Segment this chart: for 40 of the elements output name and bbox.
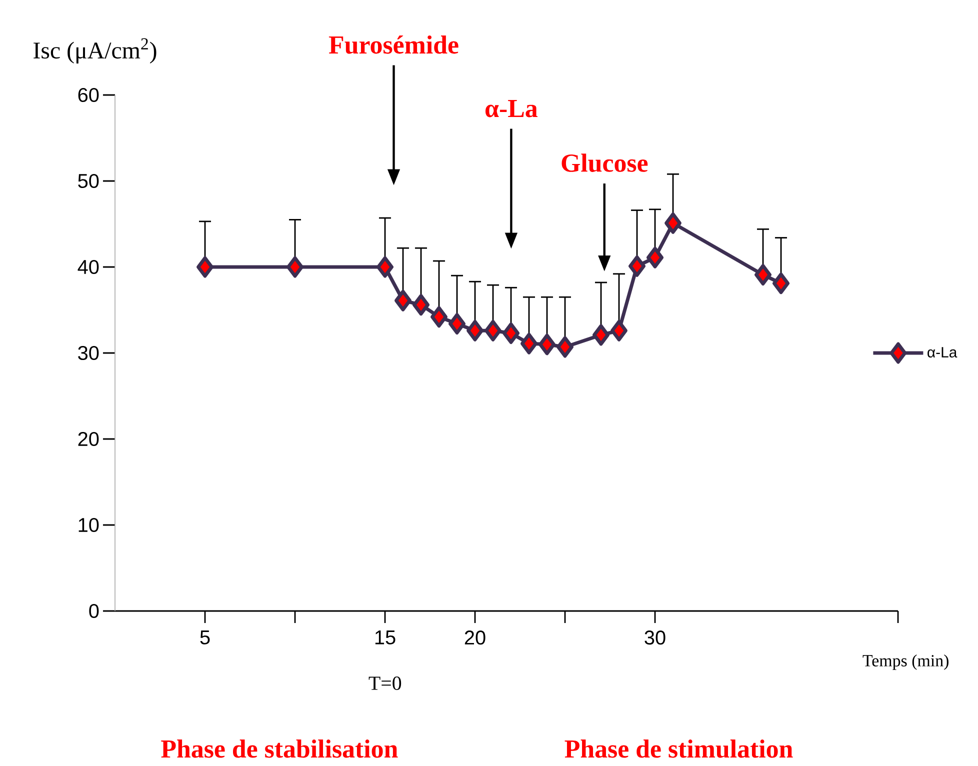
x-axis-title: Temps (min): [862, 654, 948, 670]
point: [754, 264, 772, 286]
point: [376, 256, 394, 278]
point: [556, 336, 574, 358]
point: [412, 294, 430, 316]
y-tick-label: 20: [78, 432, 99, 446]
y-axis-title: Isc (μA/cm$^{2}$): [34, 38, 156, 64]
point: [520, 332, 538, 354]
y-tick-label: 40: [78, 260, 99, 274]
point: [628, 255, 646, 277]
annotation: Glucose: [562, 154, 648, 172]
annotation: α-La: [485, 100, 538, 118]
x-tick-label: 30: [644, 630, 666, 645]
point: [664, 212, 682, 234]
legend-label: α-La: [928, 347, 958, 358]
point: [394, 290, 412, 312]
y-tick-label: 0: [89, 604, 99, 618]
point: [466, 320, 484, 342]
point: [646, 246, 664, 268]
text: T=0: [368, 676, 402, 690]
point: [538, 334, 556, 356]
x-tick-label: 20: [464, 630, 486, 645]
point: [502, 322, 520, 344]
point: [430, 306, 448, 328]
text: Phase de stabilisation: [161, 740, 398, 758]
point: [286, 256, 304, 278]
point: [448, 313, 466, 335]
y-tick-label: 30: [78, 346, 99, 360]
x-tick-label: 15: [375, 630, 396, 644]
point: [592, 324, 610, 346]
text: Phase de stimulation: [564, 740, 793, 758]
text: Furosémide: [328, 35, 458, 54]
y-tick-label: 50: [78, 174, 99, 188]
point: [772, 272, 790, 294]
point: [484, 320, 502, 342]
x-tick-label: 5: [200, 630, 210, 644]
point: [196, 256, 214, 278]
point: [610, 320, 628, 342]
y-tick-label: 10: [78, 518, 99, 532]
y-tick-label: 60: [78, 88, 99, 102]
